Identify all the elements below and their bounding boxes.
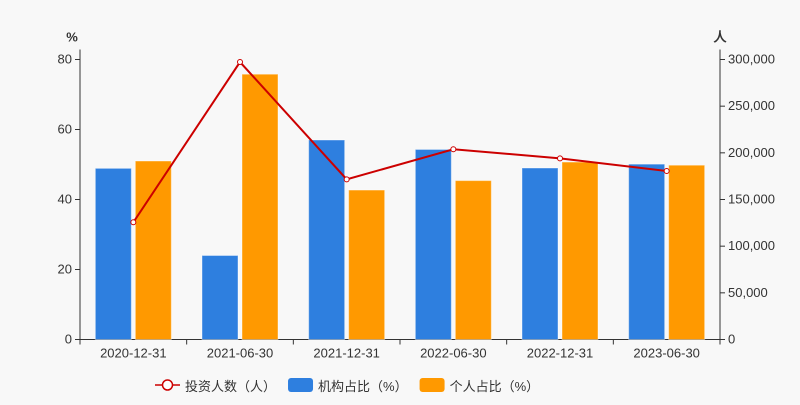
line-point[interactable] — [237, 59, 243, 66]
bar-institution[interactable] — [308, 139, 346, 340]
right-axis-tick-label: 100,000 — [728, 238, 775, 253]
bar-institution[interactable] — [521, 167, 559, 340]
line-point[interactable] — [130, 219, 137, 226]
legend-label[interactable]: 机构占比（%） — [318, 379, 408, 394]
x-axis-tick-label: 2020-12-31 — [100, 346, 167, 361]
right-axis-tick-label: 150,000 — [728, 192, 775, 207]
left-axis-tick-label: 0 — [65, 332, 72, 347]
left-axis-tick-label: 40 — [58, 192, 72, 207]
line-investor-count — [132, 60, 667, 223]
bar-individual[interactable] — [241, 73, 279, 340]
x-axis-tick-label: 2021-12-31 — [313, 346, 380, 361]
legend-swatch-icon — [419, 378, 445, 392]
legend-label[interactable]: 个人占比（%） — [450, 379, 540, 394]
bar-individual[interactable] — [134, 160, 172, 340]
right-axis-tick-label: 250,000 — [728, 98, 775, 113]
left-axis-tick-label: 60 — [58, 122, 72, 137]
right-axis-tick-label: 0 — [728, 332, 735, 347]
left-axis-tick-label: 80 — [58, 52, 72, 67]
line-point[interactable] — [450, 146, 457, 153]
left-axis-unit: % — [66, 30, 78, 45]
left-axis-tick-label: 20 — [58, 262, 72, 277]
legend-label[interactable]: 投资人数（人） — [185, 379, 276, 394]
right-axis-tick-label: 300,000 — [728, 52, 775, 67]
bar-institution[interactable] — [94, 167, 132, 340]
bar-individual[interactable] — [454, 180, 492, 340]
bar-institution[interactable] — [628, 163, 666, 340]
bar-individual[interactable] — [561, 161, 599, 340]
x-axis-tick-label: 2022-12-31 — [527, 346, 594, 361]
right-axis-tick-label: 50,000 — [728, 285, 768, 300]
x-axis-tick-label: 2022-06-30 — [420, 346, 487, 361]
bar-institution[interactable] — [414, 148, 452, 340]
bar-individual[interactable] — [668, 164, 706, 340]
x-axis-tick-label: 2021-06-30 — [207, 346, 274, 361]
line-point[interactable] — [557, 155, 563, 162]
x-axis-tick-label: 2023-06-30 — [633, 346, 700, 361]
legend-circle-icon — [161, 379, 174, 391]
bar-institution[interactable] — [201, 255, 239, 340]
line-point[interactable] — [663, 168, 670, 175]
bar-individual[interactable] — [348, 189, 386, 340]
right-axis-unit: 人 — [713, 30, 727, 45]
line-point[interactable] — [343, 176, 350, 183]
right-axis-tick-label: 200,000 — [728, 145, 775, 160]
legend-swatch-icon — [288, 378, 314, 392]
